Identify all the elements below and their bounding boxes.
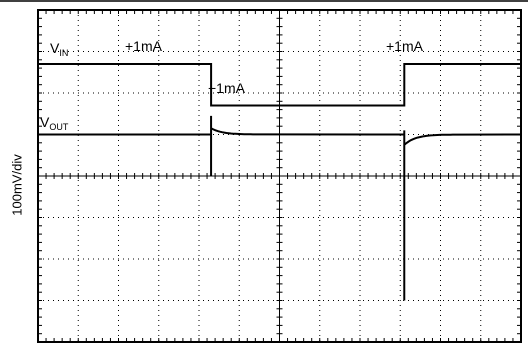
plot-frame	[37, 9, 522, 343]
traces	[38, 63, 522, 301]
y-axis-label: 100mV/div	[9, 154, 25, 216]
annotation-minus-1ma: −1mA	[208, 80, 246, 96]
vout-label-main: V	[40, 114, 50, 130]
graticule	[38, 10, 521, 342]
vout-label-sub: OUT	[49, 122, 69, 132]
annotation-plus-1ma-right: +1mA	[386, 38, 424, 54]
y-axis-label-area: 100mV/div	[2, 30, 32, 340]
vout-trace	[38, 115, 522, 301]
vin-label: VIN	[50, 40, 68, 58]
vin-trace	[38, 63, 521, 107]
vout-label: VOUT	[40, 114, 69, 132]
vin-label-main: V	[50, 40, 60, 56]
vin-label-sub: IN	[59, 48, 68, 58]
annotation-plus-1ma-left: +1mA	[125, 38, 163, 54]
